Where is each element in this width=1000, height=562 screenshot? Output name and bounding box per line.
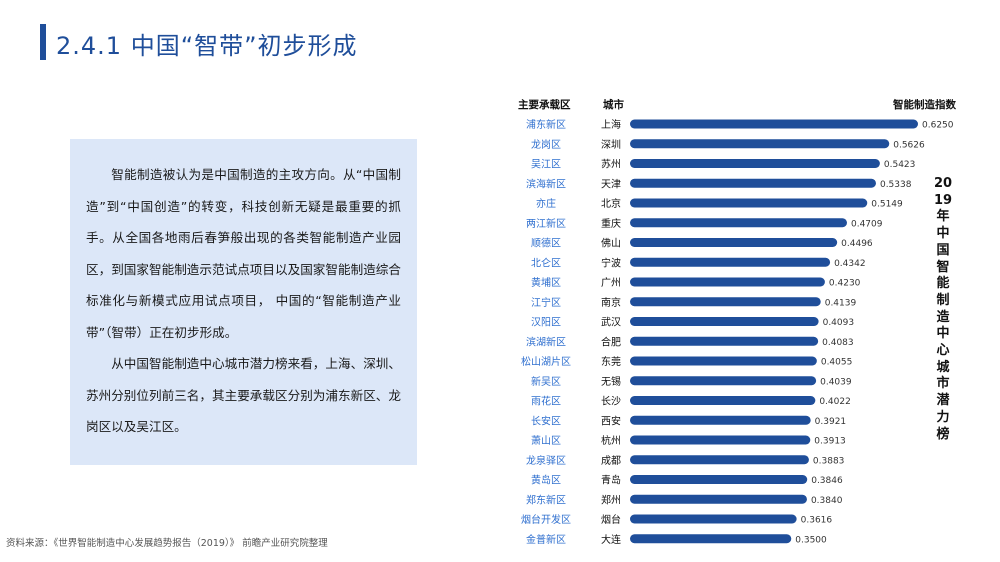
zone-label: 长安区 [531,414,561,427]
bar-武汉 [630,317,819,326]
city-column-header: 城市 [603,99,624,111]
zone-label: 烟台开发区 [521,513,571,526]
value-label: 0.4093 [823,318,855,328]
city-label: 深圳 [601,139,621,151]
summary-panel: 智能制造被认为是中国制造的主攻方向。从“中国制造”到“中国创造”的转变，科技创新… [70,139,417,465]
zone-label: 浦东新区 [526,118,566,131]
bar-东莞 [630,356,817,366]
page-title: 2.4.1 中国“智带”初步形成 [56,32,358,60]
city-label: 郑州 [601,493,621,506]
zone-label: 两江新区 [526,217,566,230]
city-label: 武汉 [601,316,621,329]
zone-label: 顺德区 [531,237,561,250]
bar-宁波 [630,257,831,267]
value-label: 0.4230 [829,279,861,289]
summary-paragraph-2: 从中国智能制造中心城市潜力榜来看，上海、深圳、苏州分别位列前三名，其主要承载区分… [86,356,401,434]
bar-郑州 [630,494,807,504]
zone-label: 新吴区 [531,375,561,388]
value-label: 0.3616 [801,516,833,526]
value-label: 0.5423 [884,160,916,170]
zone-label: 北仑区 [531,256,561,269]
bar-无锡 [630,376,817,386]
source-note: 资料来源：《世界智能制造中心发展趋势报告（2019）》 前瞻产业研究院整理 [6,538,328,549]
bar-烟台 [630,514,797,524]
bar-北京 [630,198,868,208]
city-label: 无锡 [601,375,621,388]
city-label: 苏州 [601,158,621,171]
bar-深圳 [630,139,890,149]
bar-天津 [630,178,876,188]
city-label: 佛山 [601,237,621,250]
value-label: 0.3840 [811,496,843,506]
zone-label: 松山湖片区 [521,355,571,368]
zone-label: 滨海新区 [526,177,566,190]
zone-label: 郑东新区 [526,493,566,506]
value-label: 0.3846 [811,476,843,486]
title-accent-bar [40,24,46,60]
bar-佛山 [630,238,838,247]
value-label: 0.4022 [819,397,851,407]
zone-label: 吴江区 [531,159,561,171]
city-label: 青岛 [601,474,621,487]
zone-column-header: 主要承载区 [518,99,571,111]
zone-label: 萧山区 [531,435,561,447]
value-label: 0.3883 [813,456,845,466]
value-label: 0.5626 [893,140,925,150]
city-label: 大连 [601,533,621,546]
bar-合肥 [630,336,819,346]
value-label: 0.4039 [820,377,852,387]
zone-label: 雨花区 [531,395,561,408]
bar-杭州 [630,435,811,445]
city-label: 烟台 [601,513,621,526]
city-label: 重庆 [601,217,621,230]
bar-上海 [630,119,918,129]
value-label: 0.4055 [821,358,853,368]
city-label: 南京 [601,296,621,309]
city-label: 西安 [601,414,621,427]
city-label: 宁波 [601,256,621,269]
city-label: 天津 [601,178,621,190]
city-label: 上海 [601,118,621,131]
value-label: 0.4139 [825,298,857,308]
bar-青岛 [630,475,808,484]
zone-label: 汉阳区 [531,317,561,329]
value-label: 0.4083 [822,338,854,348]
bar-西安 [630,415,811,425]
index-column-header: 智能制造指数 [893,99,956,111]
city-label: 长沙 [601,396,621,408]
value-label: 0.3913 [814,437,846,447]
zone-label: 滨湖新区 [526,335,566,348]
value-label: 0.4496 [841,239,873,249]
value-label: 0.5338 [880,180,912,190]
zone-label: 黄埔区 [531,276,561,289]
zone-label: 亦庄 [536,197,556,210]
bar-广州 [630,277,825,287]
summary-paragraph-1: 智能制造被认为是中国制造的主攻方向。从“中国制造”到“中国创造”的转变，科技创新… [86,167,401,340]
value-label: 0.5149 [871,200,903,210]
zone-label: 龙泉驿区 [526,454,566,467]
bar-苏州 [630,159,880,168]
value-label: 0.4342 [834,259,866,269]
zone-label: 金普新区 [526,533,566,546]
value-label: 0.3500 [795,535,827,545]
bar-大连 [630,534,792,544]
bar-南京 [630,297,821,307]
bar-重庆 [630,218,847,228]
value-label: 0.6250 [922,121,954,131]
city-label: 北京 [601,197,621,210]
city-label: 合肥 [601,335,621,348]
zone-label: 江宁区 [531,296,561,309]
chart-vertical-title: 2019年中国智能制造中心城市潜力榜 [933,176,953,442]
bar-成都 [630,455,809,465]
value-label: 0.3921 [815,417,847,427]
zone-label: 黄岛区 [531,474,561,487]
city-label: 东莞 [601,355,621,368]
value-label: 0.4709 [851,219,883,229]
bar-长沙 [630,396,816,405]
city-label: 广州 [601,277,621,289]
zone-label: 龙岗区 [531,138,561,151]
city-label: 成都 [601,455,621,467]
city-label: 杭州 [601,434,621,447]
